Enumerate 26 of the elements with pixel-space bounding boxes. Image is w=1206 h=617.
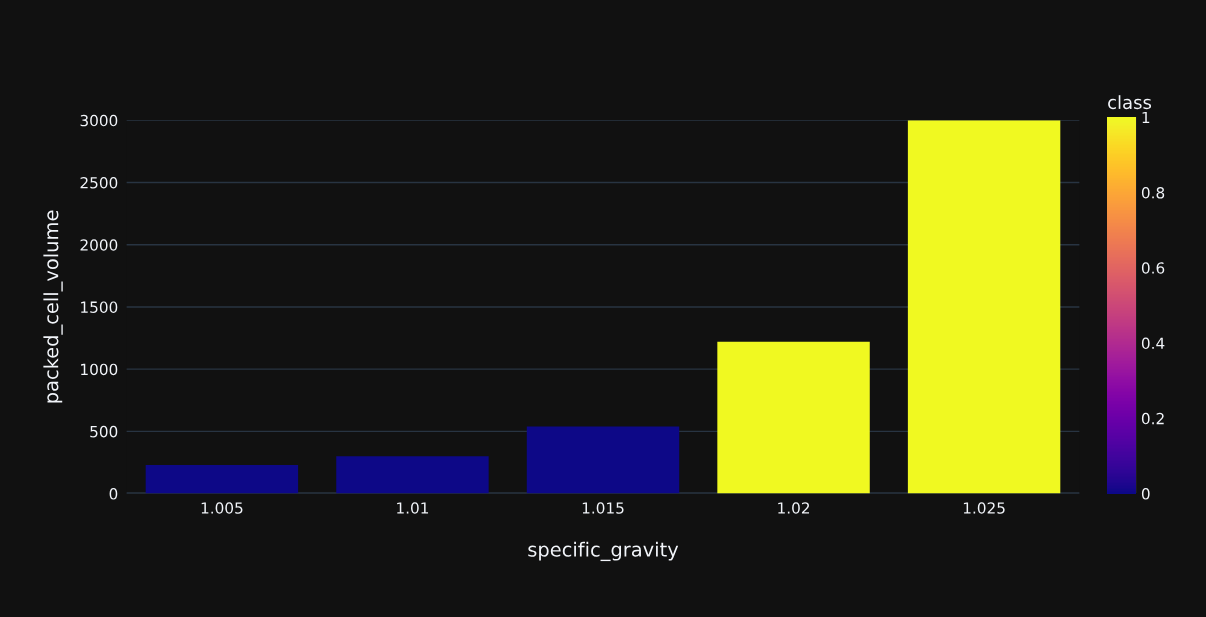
y-axis-title: packed_cell_volume (43, 210, 63, 403)
x-tick-label: 1.02 (778, 502, 810, 514)
color-bar-title: class (1108, 95, 1152, 110)
y-tick-label: 1000 (81, 363, 118, 376)
bar (145, 464, 299, 494)
y-tick-label: 1500 (81, 301, 118, 313)
x-tick-label: 1.015 (582, 502, 624, 514)
color-bar-label: 0.6 (1141, 262, 1165, 274)
color-bar-label: 0 (1141, 488, 1150, 500)
y-tick-label: 2500 (80, 176, 118, 189)
color-bar-label: 0.4 (1141, 337, 1165, 350)
x-tick-label: 1.025 (963, 502, 1005, 514)
x-tick-label: 1.01 (397, 502, 429, 514)
bar (336, 456, 489, 494)
x-tick-label: 1.005 (201, 502, 243, 514)
x-axis-title: specific_gravity (528, 541, 679, 562)
bar (717, 341, 870, 494)
y-tick-label: 500 (90, 425, 118, 438)
y-tick-label: 0 (109, 488, 118, 500)
color-bar-label: 0.8 (1141, 186, 1165, 199)
bar (526, 426, 680, 494)
bar (907, 120, 1061, 494)
y-tick-label: 2000 (80, 239, 118, 251)
y-tick-label: 3000 (80, 114, 118, 127)
color-bar-label: 1 (1142, 111, 1150, 124)
color-bar-label: 0.2 (1141, 412, 1164, 425)
